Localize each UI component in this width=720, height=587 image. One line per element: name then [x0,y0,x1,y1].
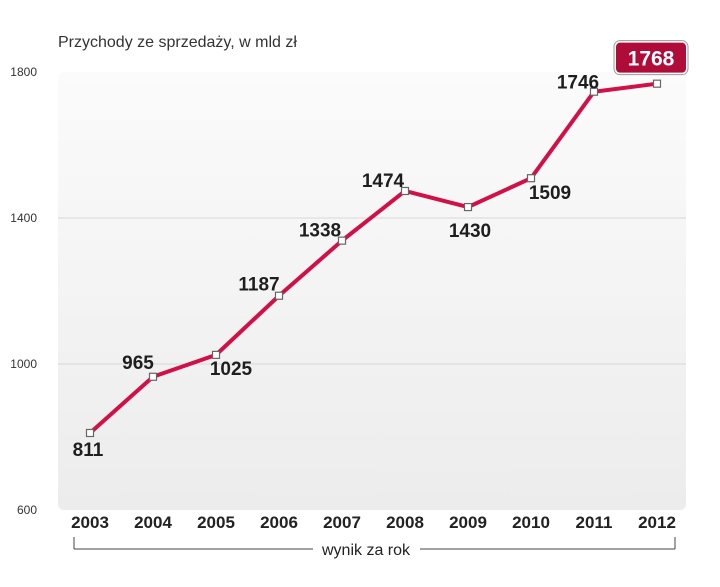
x-tick-label-2010: 2010 [512,513,550,532]
data-point-2004 [148,372,158,381]
x-tick-label-2006: 2006 [260,513,298,532]
data-label-2012: 1768 [628,48,675,71]
x-axis-ticks: 2003 2004 2005 2006 2007 2008 2009 2010 2011 2012 [71,513,676,532]
data-markers [85,79,662,438]
x-tick-label-2012: 2012 [638,513,676,532]
data-point-2012 [652,79,662,88]
data-label-2005: 1025 [210,359,253,380]
data-point-2010 [526,174,536,183]
data-point-2008 [400,186,410,196]
data-label-2004: 965 [122,353,154,374]
data-label-2009: 1430 [449,221,491,242]
plot-area [58,72,686,510]
data-label-2011: 1746 [557,73,599,94]
x-tick-label-2005: 2005 [197,513,235,532]
data-label-2007: 1338 [299,221,341,242]
highlight-box [616,42,686,73]
x-tick-label-2007: 2007 [323,513,361,532]
chart-title: Przychody ze sprzedaży, w mld zł [58,34,297,51]
data-point-2006 [274,291,284,300]
y-tick-label-1800: 1800 [10,65,37,79]
y-tick-label-1400: 1400 [10,211,37,225]
y-axis-ticks: 600 1000 1400 1800 [10,65,37,517]
x-tick-label-2009: 2009 [449,513,487,532]
data-label-2008: 1474 [362,171,405,192]
series-polyline [88,81,659,435]
data-labels: 811 965 1025 1187 1338 1474 1430 1509 1746 [73,73,599,461]
x-tick-label-2008: 2008 [386,513,424,532]
y-tick-label-1000: 1000 [10,357,37,371]
highlight-callout: 1768 [613,40,689,76]
data-label-2006: 1187 [238,275,279,296]
x-axis-title: wynik za rok [321,542,411,559]
data-point-2011 [589,87,599,96]
data-point-2007 [337,236,347,245]
series-line [88,81,659,435]
data-point-2009 [463,202,473,212]
data-point-2003 [85,428,95,438]
data-label-2010: 1509 [529,183,571,204]
data-label-2003: 811 [73,440,104,461]
x-tick-label-2004: 2004 [134,513,172,532]
x-tick-label-2003: 2003 [71,513,109,532]
y-tick-label-600: 600 [17,503,37,517]
x-tick-label-2011: 2011 [576,513,613,532]
x-axis-bracket [73,537,676,550]
data-point-2005 [211,350,221,359]
